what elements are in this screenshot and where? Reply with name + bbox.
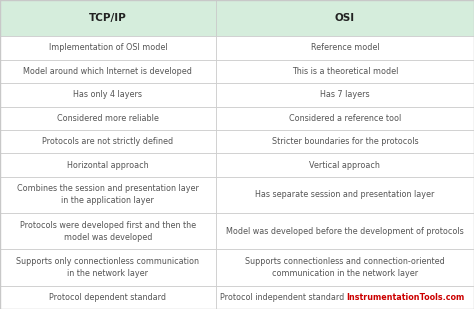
Bar xyxy=(216,286,474,309)
Text: Model around which Internet is developed: Model around which Internet is developed xyxy=(23,67,192,76)
Bar xyxy=(0,107,216,130)
Bar xyxy=(216,249,474,286)
Bar xyxy=(216,60,474,83)
Text: Vertical approach: Vertical approach xyxy=(310,161,380,170)
Bar xyxy=(216,83,474,107)
Text: Has 7 layers: Has 7 layers xyxy=(320,90,370,99)
Bar xyxy=(0,60,216,83)
Text: This is a theoretical model: This is a theoretical model xyxy=(292,67,398,76)
Text: Considered more reliable: Considered more reliable xyxy=(57,114,159,123)
Text: Considered a reference tool: Considered a reference tool xyxy=(289,114,401,123)
Bar xyxy=(0,83,216,107)
Text: Implementation of OSI model: Implementation of OSI model xyxy=(48,44,167,53)
Text: Protocols are not strictly defined: Protocols are not strictly defined xyxy=(42,137,173,146)
Text: InstrumentationTools.com: InstrumentationTools.com xyxy=(346,293,464,302)
Text: Supports only connectionless communication
in the network layer: Supports only connectionless communicati… xyxy=(16,257,200,278)
Bar xyxy=(216,153,474,177)
Text: Protocol dependent standard: Protocol dependent standard xyxy=(49,293,166,302)
Bar xyxy=(216,107,474,130)
Text: Protocols were developed first and then the
model was developed: Protocols were developed first and then … xyxy=(20,221,196,242)
Text: Has only 4 layers: Has only 4 layers xyxy=(73,90,142,99)
Text: Has separate session and presentation layer: Has separate session and presentation la… xyxy=(255,190,435,199)
Bar xyxy=(216,213,474,249)
Bar xyxy=(0,130,216,153)
Text: TCP/IP: TCP/IP xyxy=(89,13,127,23)
Bar xyxy=(0,0,216,36)
Text: Combines the session and presentation layer
in the application layer: Combines the session and presentation la… xyxy=(17,184,199,205)
Bar xyxy=(216,0,474,36)
Bar xyxy=(0,36,216,60)
Text: Reference model: Reference model xyxy=(310,44,379,53)
Bar xyxy=(216,130,474,153)
Text: OSI: OSI xyxy=(335,13,355,23)
Text: Model was developed before the development of protocols: Model was developed before the developme… xyxy=(226,227,464,236)
Text: Supports connectionless and connection-oriented
communication in the network lay: Supports connectionless and connection-o… xyxy=(245,257,445,278)
Text: Stricter boundaries for the protocols: Stricter boundaries for the protocols xyxy=(272,137,418,146)
Bar xyxy=(0,177,216,213)
Bar xyxy=(216,36,474,60)
Text: Horizontal approach: Horizontal approach xyxy=(67,161,149,170)
Bar xyxy=(0,286,216,309)
Bar xyxy=(0,213,216,249)
Bar xyxy=(0,249,216,286)
Bar xyxy=(0,153,216,177)
Bar xyxy=(216,177,474,213)
Text: Protocol independent standard: Protocol independent standard xyxy=(220,293,345,302)
